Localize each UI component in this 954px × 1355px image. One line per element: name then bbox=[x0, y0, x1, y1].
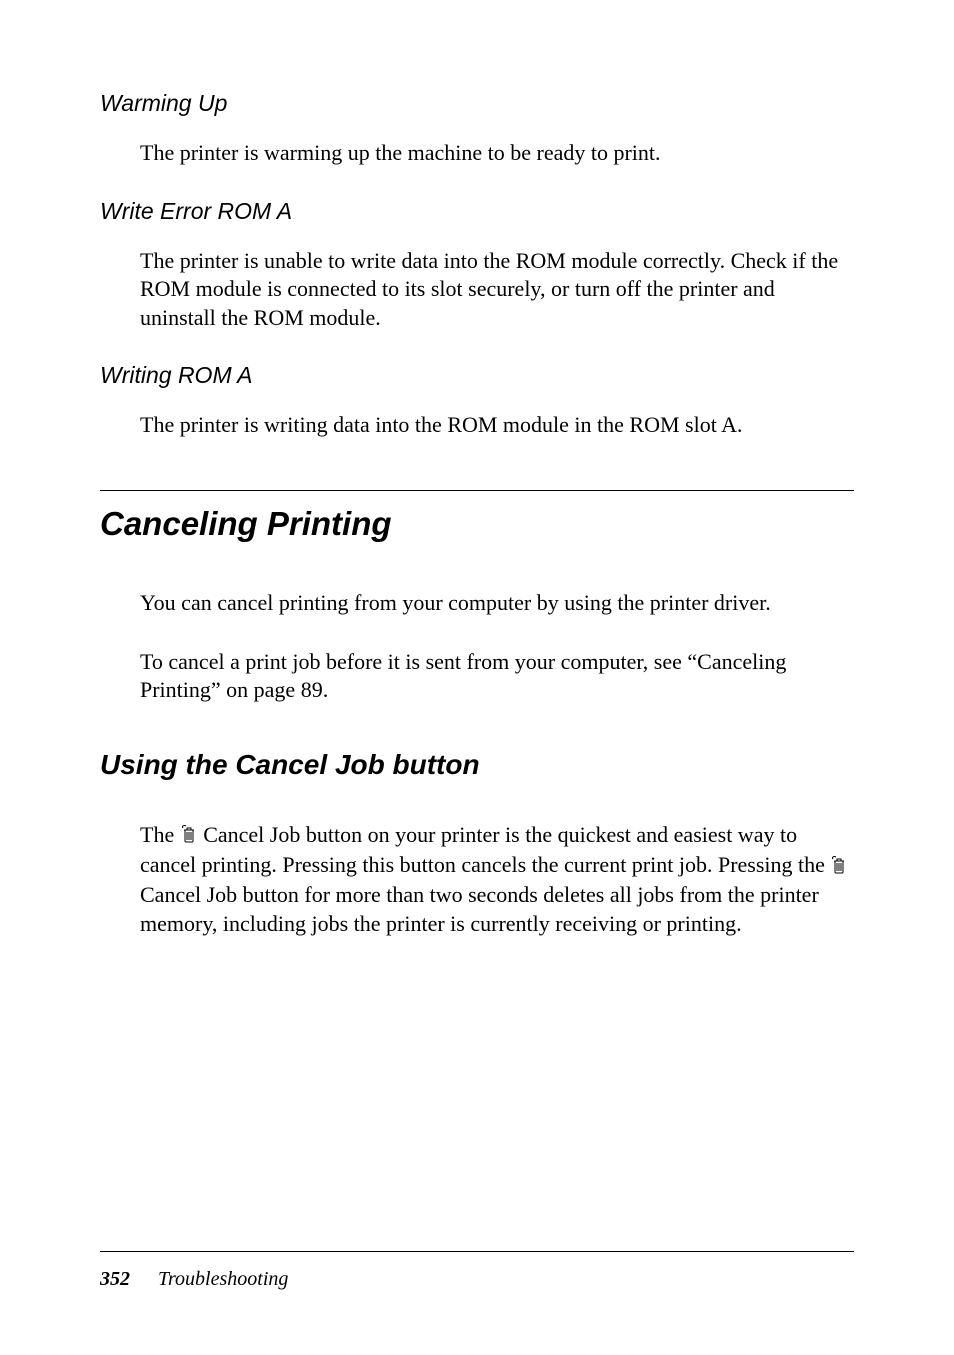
warming-up-heading: Warming Up bbox=[100, 90, 854, 117]
footer-chapter-title: Troubleshooting bbox=[158, 1268, 288, 1290]
warming-up-body: The printer is warming up the machine to… bbox=[140, 139, 854, 168]
writing-rom-heading: Writing ROM A bbox=[100, 362, 854, 389]
cancel-job-text-part2: Cancel Job button on your printer is the… bbox=[140, 822, 830, 877]
write-error-heading: Write Error ROM A bbox=[100, 198, 854, 225]
cancel-job-text-part3: Cancel Job button for more than two seco… bbox=[140, 882, 819, 936]
using-cancel-job-body: The Cancel Job button on your printer is… bbox=[140, 821, 854, 939]
writing-rom-body: The printer is writing data into the ROM… bbox=[140, 411, 854, 440]
page-number: 352 bbox=[100, 1268, 130, 1290]
canceling-printing-heading: Canceling Printing bbox=[100, 490, 854, 543]
cancel-job-icon bbox=[831, 853, 847, 882]
canceling-printing-para1: You can cancel printing from your comput… bbox=[140, 589, 854, 618]
using-cancel-job-heading: Using the Cancel Job button bbox=[100, 749, 854, 781]
write-error-body: The printer is unable to write data into… bbox=[140, 247, 854, 333]
cancel-job-icon bbox=[181, 822, 197, 851]
canceling-printing-para2: To cancel a print job before it is sent … bbox=[140, 648, 854, 705]
cancel-job-text-part1: The bbox=[140, 822, 180, 847]
page-footer: 352 Troubleshooting bbox=[100, 1251, 854, 1291]
